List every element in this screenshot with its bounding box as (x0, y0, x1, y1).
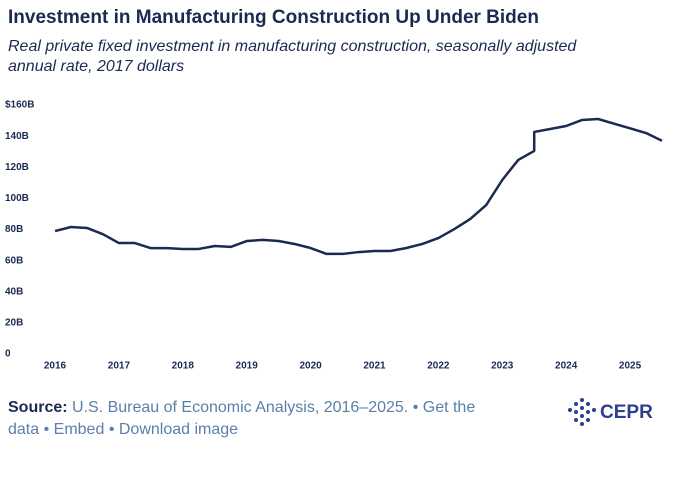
x-tick-label: 2018 (172, 361, 195, 372)
get-data-link[interactable]: Get the (423, 399, 476, 416)
x-tick-label: 2017 (108, 361, 131, 372)
y-tick-label: 0 (5, 349, 11, 360)
y-tick-label: 140B (5, 131, 29, 142)
source-label: Source: (8, 399, 68, 416)
logo-icon (568, 398, 596, 426)
y-tick-label: 60B (5, 255, 23, 266)
y-tick-label: $160B (5, 100, 34, 111)
y-tick-label: 80B (5, 224, 23, 235)
source-link[interactable]: U.S. Bureau of Economic Analysis, 2016–2… (72, 399, 408, 416)
download-link[interactable]: Download image (119, 421, 238, 438)
y-tick-label: 20B (5, 318, 23, 329)
y-tick-label: 120B (5, 162, 29, 173)
chart-subtitle: Real private fixed investment in manufac… (8, 38, 577, 55)
logo-text: CEPR (600, 402, 653, 423)
y-tick-label: 100B (5, 193, 29, 204)
x-tick-label: 2020 (299, 361, 322, 372)
source-line: data • Embed • Download image (8, 421, 238, 438)
x-tick-label: 2023 (491, 361, 514, 372)
chart-subtitle: annual rate, 2017 dollars (8, 58, 184, 75)
chart-title: Investment in Manufacturing Construction… (8, 7, 539, 28)
x-tick-label: 2024 (555, 361, 578, 372)
get-data-link[interactable]: data (8, 421, 39, 438)
separator: • (413, 399, 419, 416)
x-tick-label: 2025 (619, 361, 642, 372)
y-tick-label: 40B (5, 286, 23, 297)
data-line (54, 117, 663, 256)
source-line: Source: U.S. Bureau of Economic Analysis… (8, 399, 475, 416)
x-tick-label: 2016 (44, 361, 67, 372)
embed-link[interactable]: Embed (54, 421, 105, 438)
x-tick-label: 2019 (236, 361, 259, 372)
plot-area: 0 20B 40B 60B 80B 100B 120B 140B $160B 2016 2017 20… (5, 100, 663, 372)
x-tick-label: 2022 (427, 361, 450, 372)
x-tick-label: 2021 (363, 361, 386, 372)
separator: • (109, 421, 115, 438)
separator: • (44, 421, 50, 438)
